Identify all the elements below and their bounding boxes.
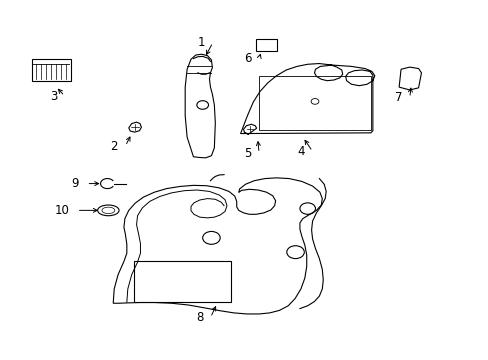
- Text: 6: 6: [244, 52, 251, 65]
- Text: 7: 7: [394, 91, 402, 104]
- Text: 9: 9: [72, 177, 79, 190]
- Text: 8: 8: [195, 311, 203, 324]
- Text: 1: 1: [198, 36, 205, 49]
- Text: 4: 4: [297, 145, 305, 158]
- Text: 3: 3: [50, 90, 57, 103]
- Text: 2: 2: [110, 140, 118, 153]
- Text: 5: 5: [244, 147, 251, 160]
- Text: 10: 10: [55, 204, 69, 217]
